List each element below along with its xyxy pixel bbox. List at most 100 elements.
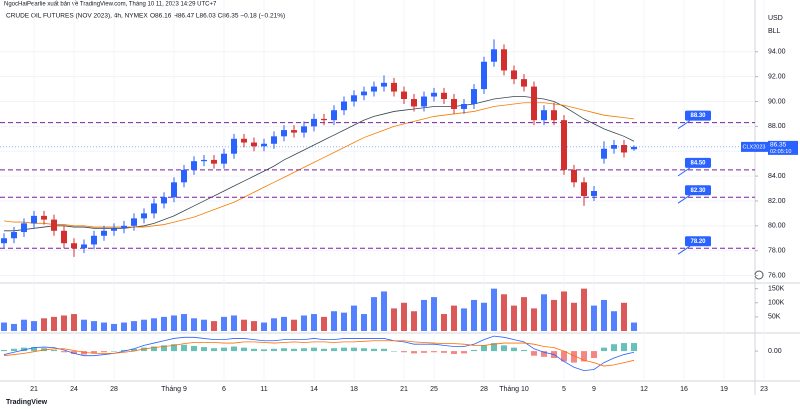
level-label: 78.20 xyxy=(690,239,706,245)
macd-histogram xyxy=(631,343,637,352)
x-tick-label: 9 xyxy=(592,386,596,393)
macd-histogram xyxy=(571,351,577,363)
macd-histogram xyxy=(581,351,587,362)
candle-body xyxy=(121,225,127,229)
x-tick-label: 6 xyxy=(222,386,226,393)
candle-body xyxy=(51,219,57,231)
volume-bar xyxy=(131,321,137,331)
macd-histogram xyxy=(161,345,167,352)
currency: USD xyxy=(768,15,783,22)
x-tick-label: 14 xyxy=(310,386,318,393)
candle-body xyxy=(511,70,517,80)
moving-average xyxy=(4,96,635,232)
x-tick-label: 23 xyxy=(760,386,768,393)
volume-bar xyxy=(81,319,87,331)
macd-histogram xyxy=(531,351,537,356)
volume-bar xyxy=(451,305,457,331)
y-tick-label: 92.00 xyxy=(768,73,786,80)
candle-body xyxy=(91,235,97,245)
volume-bar xyxy=(531,308,537,331)
macd-histogram xyxy=(451,351,457,354)
volume-bar xyxy=(351,305,357,331)
candle-body xyxy=(531,86,537,121)
macd-histogram xyxy=(131,348,137,352)
volume-bar xyxy=(431,297,437,331)
volume-bar xyxy=(611,311,617,331)
candle-body xyxy=(131,218,137,226)
macd-histogram xyxy=(601,347,607,352)
y-tick-label: 88.00 xyxy=(768,123,786,130)
macd-histogram xyxy=(281,348,287,352)
y-tick-label: 150K xyxy=(768,285,785,292)
volume-bar xyxy=(241,319,247,331)
macd-histogram xyxy=(491,343,497,352)
macd-histogram xyxy=(421,351,427,353)
candle-body xyxy=(81,244,87,249)
candle-body xyxy=(431,92,437,97)
macd-histogram xyxy=(271,348,277,352)
volume-bar xyxy=(361,314,367,331)
volume-bar xyxy=(251,321,257,331)
candle-body xyxy=(271,136,277,144)
candle-body xyxy=(561,120,567,170)
candle-body xyxy=(291,130,297,133)
macd-histogram xyxy=(371,348,377,352)
macd-histogram xyxy=(91,351,97,354)
volume-bar xyxy=(371,297,377,331)
macd-histogram xyxy=(241,347,247,352)
macd-histogram xyxy=(411,351,417,354)
candle-body xyxy=(581,182,587,196)
candle-body xyxy=(211,159,217,164)
candle-body xyxy=(611,145,617,149)
candle-body xyxy=(71,243,77,249)
macd-histogram xyxy=(561,351,567,362)
volume-bar xyxy=(121,322,127,331)
x-tick-label: Tháng 9 xyxy=(161,386,187,393)
macd-histogram xyxy=(111,351,117,352)
volume-bar xyxy=(311,314,317,331)
volume-bar xyxy=(341,312,347,331)
candle-body xyxy=(281,130,287,137)
y-tick-label: 100K xyxy=(768,300,785,307)
macd-histogram xyxy=(11,348,17,352)
y-tick-label: 84.00 xyxy=(768,173,786,180)
level-badge xyxy=(685,157,711,168)
volume-bar xyxy=(41,318,47,331)
level-badge xyxy=(685,110,711,121)
macd-histogram xyxy=(481,345,487,352)
settings-icon[interactable] xyxy=(754,270,764,280)
macd-histogram xyxy=(141,347,147,352)
volume-bar xyxy=(541,294,547,331)
x-tick-label: 11 xyxy=(260,386,267,393)
volume-bar xyxy=(501,294,507,331)
candle-body xyxy=(101,230,107,236)
level-pointer xyxy=(677,167,691,177)
signal-line xyxy=(3,340,635,367)
volume-bar xyxy=(461,308,467,331)
macd-histogram xyxy=(321,348,327,352)
volume-bar xyxy=(211,321,217,331)
level-pointer xyxy=(677,194,691,204)
candle-body xyxy=(601,148,607,159)
y-tick-label: 50K xyxy=(768,314,781,321)
candle-body xyxy=(231,138,237,154)
level-label: 88.30 xyxy=(690,113,706,119)
macd-histogram xyxy=(431,351,437,353)
volume-bar xyxy=(1,322,7,331)
volume-bar xyxy=(411,311,417,331)
volume-bar xyxy=(601,299,607,331)
macd-histogram xyxy=(361,348,367,352)
macd-histogram xyxy=(171,344,177,352)
moving-average xyxy=(3,102,635,228)
macd-histogram xyxy=(311,347,317,352)
macd-histogram xyxy=(291,348,297,352)
macd-histogram xyxy=(121,349,127,352)
volume-bar xyxy=(321,316,327,331)
volume-bar xyxy=(581,288,587,331)
level-label: 84.50 xyxy=(690,160,706,166)
volume-bar xyxy=(181,314,187,331)
volume-bar xyxy=(261,322,267,331)
candle-body xyxy=(181,169,187,183)
candle-body xyxy=(551,110,557,121)
volume-bar xyxy=(141,319,147,331)
